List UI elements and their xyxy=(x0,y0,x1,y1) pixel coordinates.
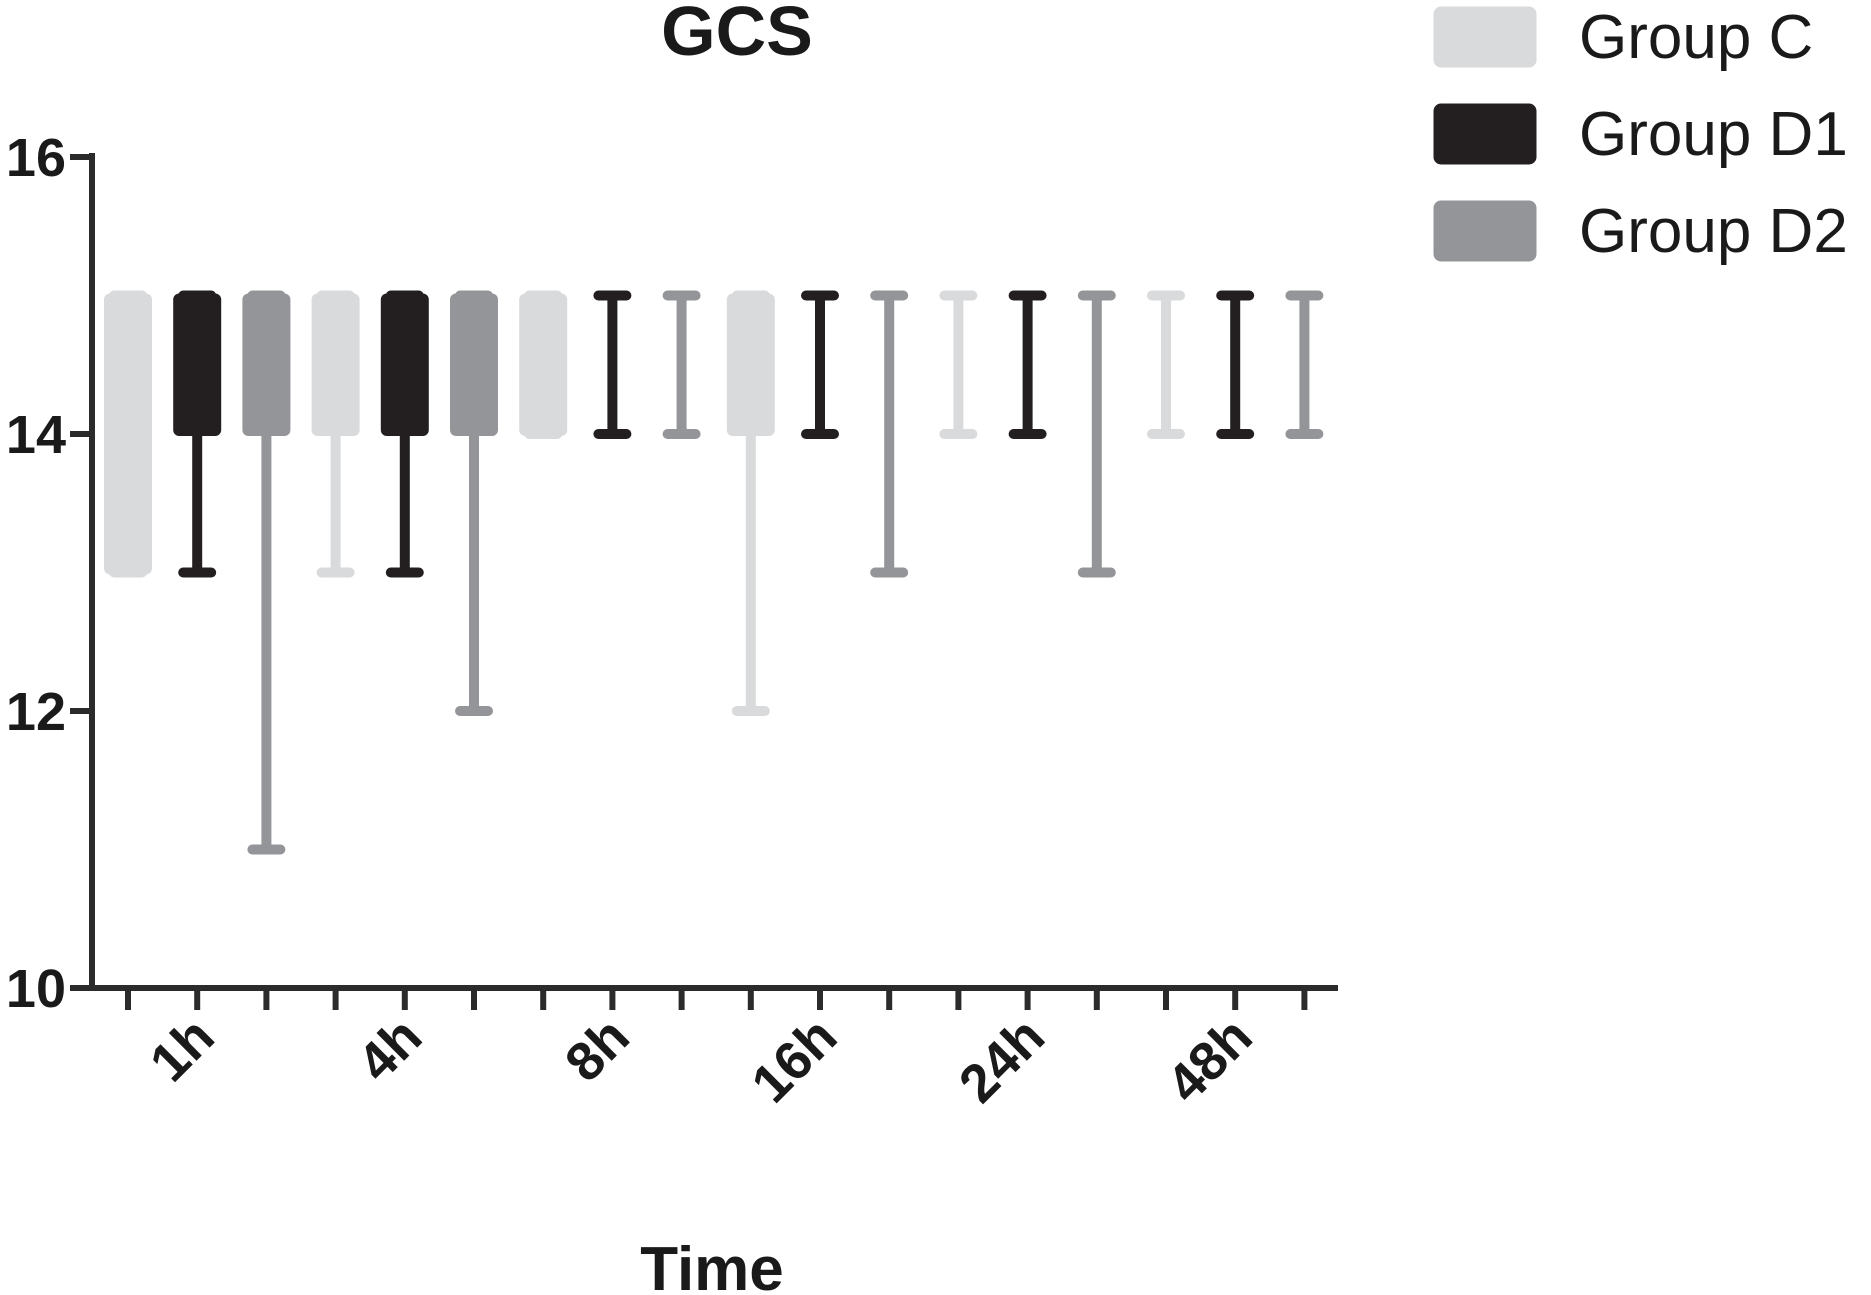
box-8h-0 xyxy=(519,290,568,439)
chart-title: GCS xyxy=(661,0,813,70)
box-4h-1 xyxy=(380,290,429,578)
box-body xyxy=(519,293,568,436)
box-16h-2 xyxy=(870,290,909,578)
box-body xyxy=(726,293,775,436)
legend-swatch xyxy=(1433,6,1537,68)
legend-entry: Group D1 xyxy=(1433,100,1848,169)
y-tick-label: 10 xyxy=(6,959,66,1019)
legend-label: Group D2 xyxy=(1579,197,1848,266)
box-1h-0 xyxy=(104,290,152,578)
box-body xyxy=(311,293,360,436)
legend-entry: Group C xyxy=(1433,3,1813,72)
box-48h-0 xyxy=(1147,290,1185,439)
box-4h-0 xyxy=(311,290,360,578)
box-4h-2 xyxy=(450,290,498,716)
box-1h-1 xyxy=(173,290,222,578)
x-tick-label: 4h xyxy=(346,1006,433,1093)
x-axis-label: Time xyxy=(640,1235,784,1295)
legend: Group C Group D1 Group D2 xyxy=(1433,3,1848,266)
y-tick-label: 16 xyxy=(6,128,66,188)
box-8h-1 xyxy=(593,290,632,439)
box-16h-0 xyxy=(726,290,775,716)
legend-swatch xyxy=(1433,200,1537,262)
box-body xyxy=(450,293,498,436)
box-body xyxy=(104,293,152,575)
box-24h-0 xyxy=(939,290,978,439)
box-48h-1 xyxy=(1216,290,1255,439)
box-8h-2 xyxy=(662,290,701,439)
box-16h-1 xyxy=(801,290,839,439)
legend-entry: Group D2 xyxy=(1433,197,1848,266)
box-48h-2 xyxy=(1285,290,1324,439)
x-tick-label: 1h xyxy=(139,1006,226,1093)
box-1h-2 xyxy=(242,290,291,855)
x-tick-label: 16h xyxy=(740,1006,848,1114)
y-tick-label: 12 xyxy=(6,682,66,742)
x-tick-label: 8h xyxy=(554,1006,641,1093)
box-body xyxy=(173,293,222,436)
y-tick-label: 14 xyxy=(6,405,66,465)
x-tick-label: 48h xyxy=(1155,1006,1263,1114)
box-body xyxy=(242,293,291,436)
legend-label: Group D1 xyxy=(1579,100,1848,169)
legend-label: Group C xyxy=(1579,3,1813,72)
x-tick-label: 24h xyxy=(948,1006,1056,1114)
plot-area xyxy=(104,290,1324,855)
axes: 10 12 14 16 1h 4h 8h 16h 24h 48h xyxy=(6,128,1338,1114)
box-24h-1 xyxy=(1008,290,1047,439)
box-24h-2 xyxy=(1077,290,1116,578)
box-body xyxy=(380,293,429,436)
legend-swatch xyxy=(1433,103,1537,165)
